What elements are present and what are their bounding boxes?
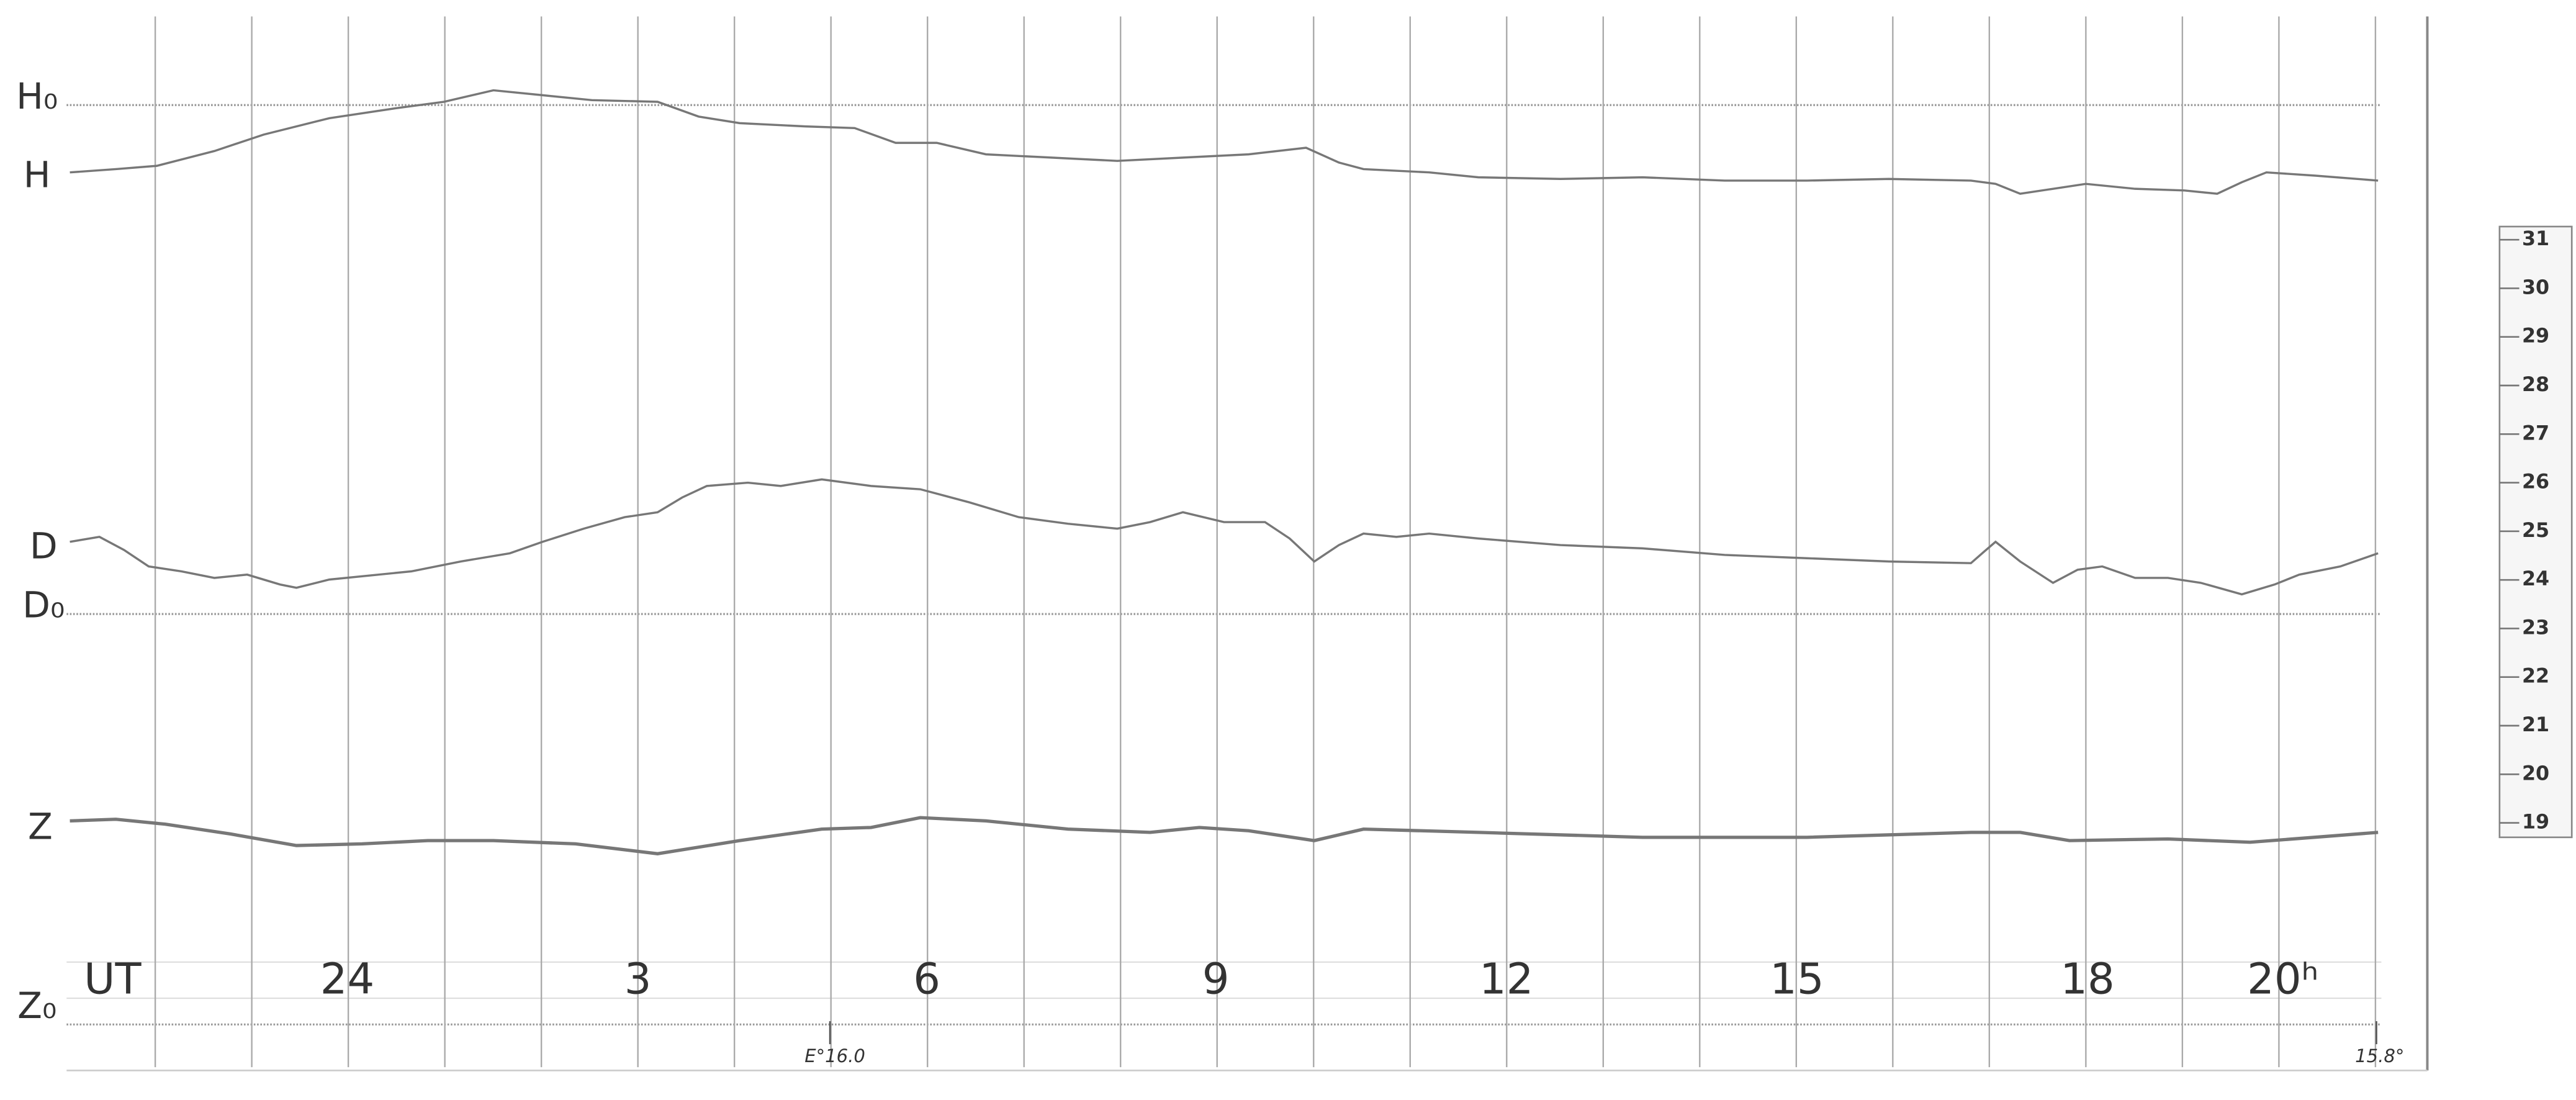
ruler-label: 21 [2522, 714, 2549, 736]
hour-label: 12 [1479, 955, 1533, 1004]
d-trace [70, 478, 2379, 596]
hour-label: 18 [2060, 955, 2114, 1004]
ruler-label: 31 [2522, 228, 2549, 250]
hour-lines [154, 16, 2377, 1068]
end-marker: 15.8° [2355, 1045, 2404, 1066]
ruler-label: 22 [2522, 665, 2549, 688]
ruler-label: 28 [2522, 374, 2549, 396]
hour-label: 15 [1770, 955, 1824, 1004]
h-trace [70, 89, 2379, 195]
ruler-label: 26 [2522, 471, 2549, 494]
ruler-label: 30 [2522, 276, 2549, 299]
hour-label: 9 [1202, 955, 1230, 1004]
z-trace [70, 816, 2379, 855]
trace-label: H₀ [16, 75, 58, 117]
trace-label: D₀ [22, 584, 65, 626]
ruler-label: 19 [2522, 811, 2549, 834]
ruler-label: 25 [2522, 520, 2549, 542]
time-unit: UT [84, 955, 142, 1004]
ruler-label: 29 [2522, 325, 2549, 348]
ruler-label: 23 [2522, 616, 2549, 639]
hour-label: 20ʰ [2247, 955, 2318, 1004]
trace-label: Z₀ [17, 985, 56, 1027]
trace-label: Z [28, 806, 53, 848]
start-marker: E°16.0 [804, 1045, 865, 1066]
ruler-label: 20 [2522, 762, 2549, 785]
hour-label: 3 [624, 955, 652, 1004]
trace-label: H [24, 154, 51, 196]
trace-label: D [30, 525, 58, 567]
hour-label: 6 [913, 955, 940, 1004]
ruler-label: 27 [2522, 422, 2549, 444]
labels: H₀ H D D₀ Z Z₀ UT 24 3 6 9 12 15 18 20ʰ E°16.0 15.8° [16, 75, 2404, 1066]
ruler-marks: 31 30 29 28 27 26 25 24 23 22 21 20 19 [2499, 228, 2549, 834]
ruler-label: 24 [2522, 568, 2549, 590]
hour-label: 24 [320, 955, 374, 1004]
